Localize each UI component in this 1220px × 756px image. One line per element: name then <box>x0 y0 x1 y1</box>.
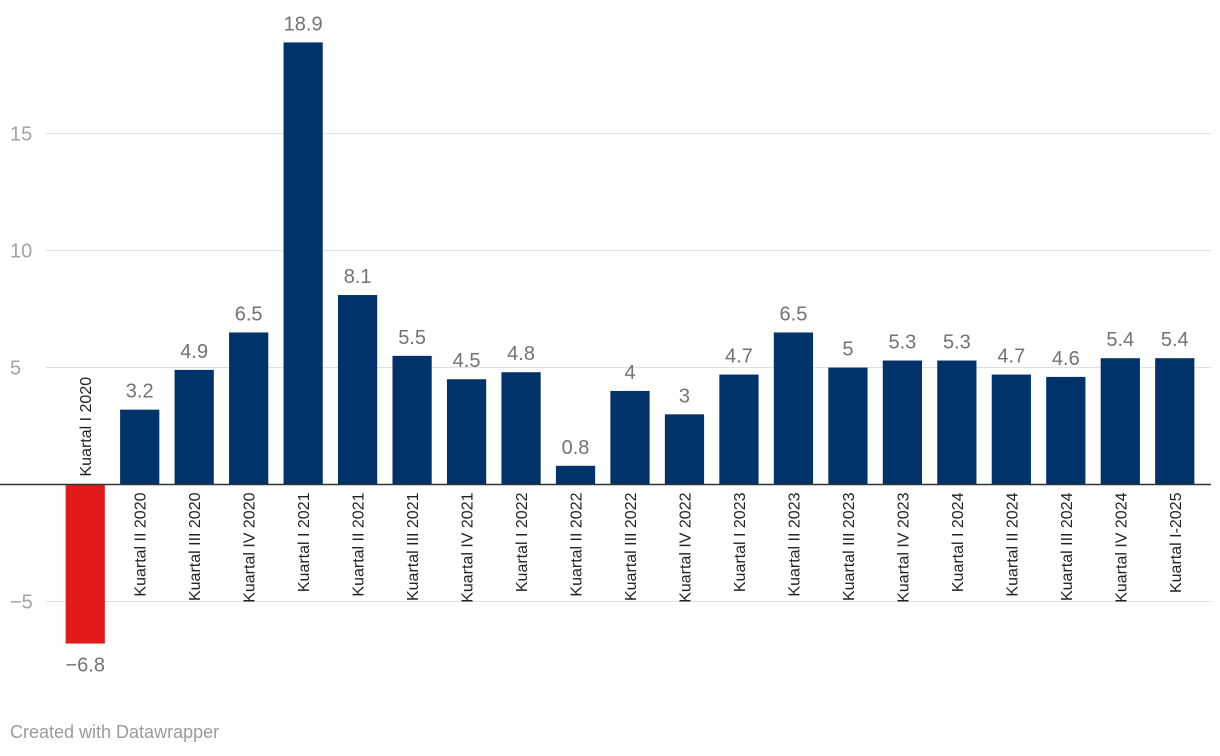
bar <box>229 332 269 485</box>
bar <box>719 374 759 485</box>
value-labels: −6.8 3.2 4.9 6.5 18.9 8.1 5.5 4.5 4.8 0.8 4 3 4.7 6.5… <box>65 13 1188 676</box>
bar <box>1100 358 1140 485</box>
bar <box>120 409 160 485</box>
data-label: 4.5 <box>453 350 481 372</box>
data-label: 4.8 <box>507 343 535 365</box>
category-label: Kuartal III 2024 <box>1059 492 1076 601</box>
data-label: 8.1 <box>344 266 372 288</box>
data-label: 6.5 <box>780 303 808 325</box>
data-label: 4.9 <box>180 341 208 363</box>
bars <box>65 42 1195 644</box>
bar <box>664 414 705 485</box>
category-label: Kuartal I 2024 <box>950 492 967 592</box>
data-label: 5.3 <box>943 332 971 354</box>
category-label: Kuartal III 2021 <box>405 492 422 601</box>
bar <box>1046 376 1086 485</box>
data-label: 4.7 <box>997 346 1025 368</box>
bar <box>937 360 977 485</box>
category-labels: Kuartal I 2020 Kuartal II 2020 Kuartal III… <box>78 377 1185 603</box>
category-label: Kuartal I-2025 <box>1168 492 1185 593</box>
bar <box>882 360 922 485</box>
category-label: Kuartal II 2020 <box>133 492 150 596</box>
data-label: 3 <box>679 385 690 407</box>
category-label: Kuartal II 2022 <box>569 492 586 596</box>
bar <box>610 390 650 485</box>
bar <box>446 379 487 485</box>
category-label: Kuartal IV 2020 <box>242 492 259 602</box>
category-label: Kuartal I 2023 <box>732 492 749 592</box>
bar <box>338 295 378 485</box>
data-label: 18.9 <box>284 13 323 35</box>
bar <box>991 374 1031 485</box>
bar <box>283 42 323 485</box>
data-label: 5.5 <box>398 327 426 349</box>
category-label: Kuartal IV 2023 <box>895 492 912 602</box>
category-label: Kuartal III 2022 <box>623 492 640 601</box>
bar <box>773 332 814 485</box>
category-label: Kuartal II 2023 <box>786 492 803 596</box>
data-label: 0.8 <box>562 437 590 459</box>
bar <box>392 355 432 485</box>
data-label: −6.8 <box>65 655 104 677</box>
data-label: 3.2 <box>126 381 154 403</box>
bar <box>174 369 214 485</box>
category-label: Kuartal I 2022 <box>514 492 531 592</box>
bar <box>1155 358 1195 485</box>
category-label: Kuartal II 2021 <box>351 492 368 596</box>
category-label: Kuartal II 2024 <box>1004 492 1021 596</box>
bar <box>555 465 596 485</box>
y-tick-label: 15 <box>10 124 32 146</box>
category-label: Kuartal IV 2022 <box>677 492 694 602</box>
data-label: 6.5 <box>235 303 263 325</box>
data-label: 5.4 <box>1161 329 1189 351</box>
category-label: Kuartal IV 2024 <box>1113 492 1130 602</box>
y-tick-label: 10 <box>10 241 32 263</box>
data-label: 5 <box>842 339 853 361</box>
bar <box>828 367 868 485</box>
bar <box>65 484 105 644</box>
y-tick-label: 5 <box>10 358 21 380</box>
y-tick-label: −5 <box>10 591 33 613</box>
bar <box>501 372 541 485</box>
category-label: Kuartal III 2020 <box>187 492 204 601</box>
datawrapper-credit: Created with Datawrapper <box>10 722 220 742</box>
data-label: 4.6 <box>1052 348 1080 370</box>
category-label: Kuartal I 2020 <box>78 377 95 477</box>
data-label: 4.7 <box>725 346 753 368</box>
data-label: 5.3 <box>888 332 916 354</box>
category-label: Kuartal I 2021 <box>296 492 313 592</box>
category-label: Kuartal IV 2021 <box>460 492 477 602</box>
data-label: 4 <box>624 362 635 384</box>
data-label: 5.4 <box>1106 329 1134 351</box>
category-label: Kuartal III 2023 <box>841 492 858 601</box>
